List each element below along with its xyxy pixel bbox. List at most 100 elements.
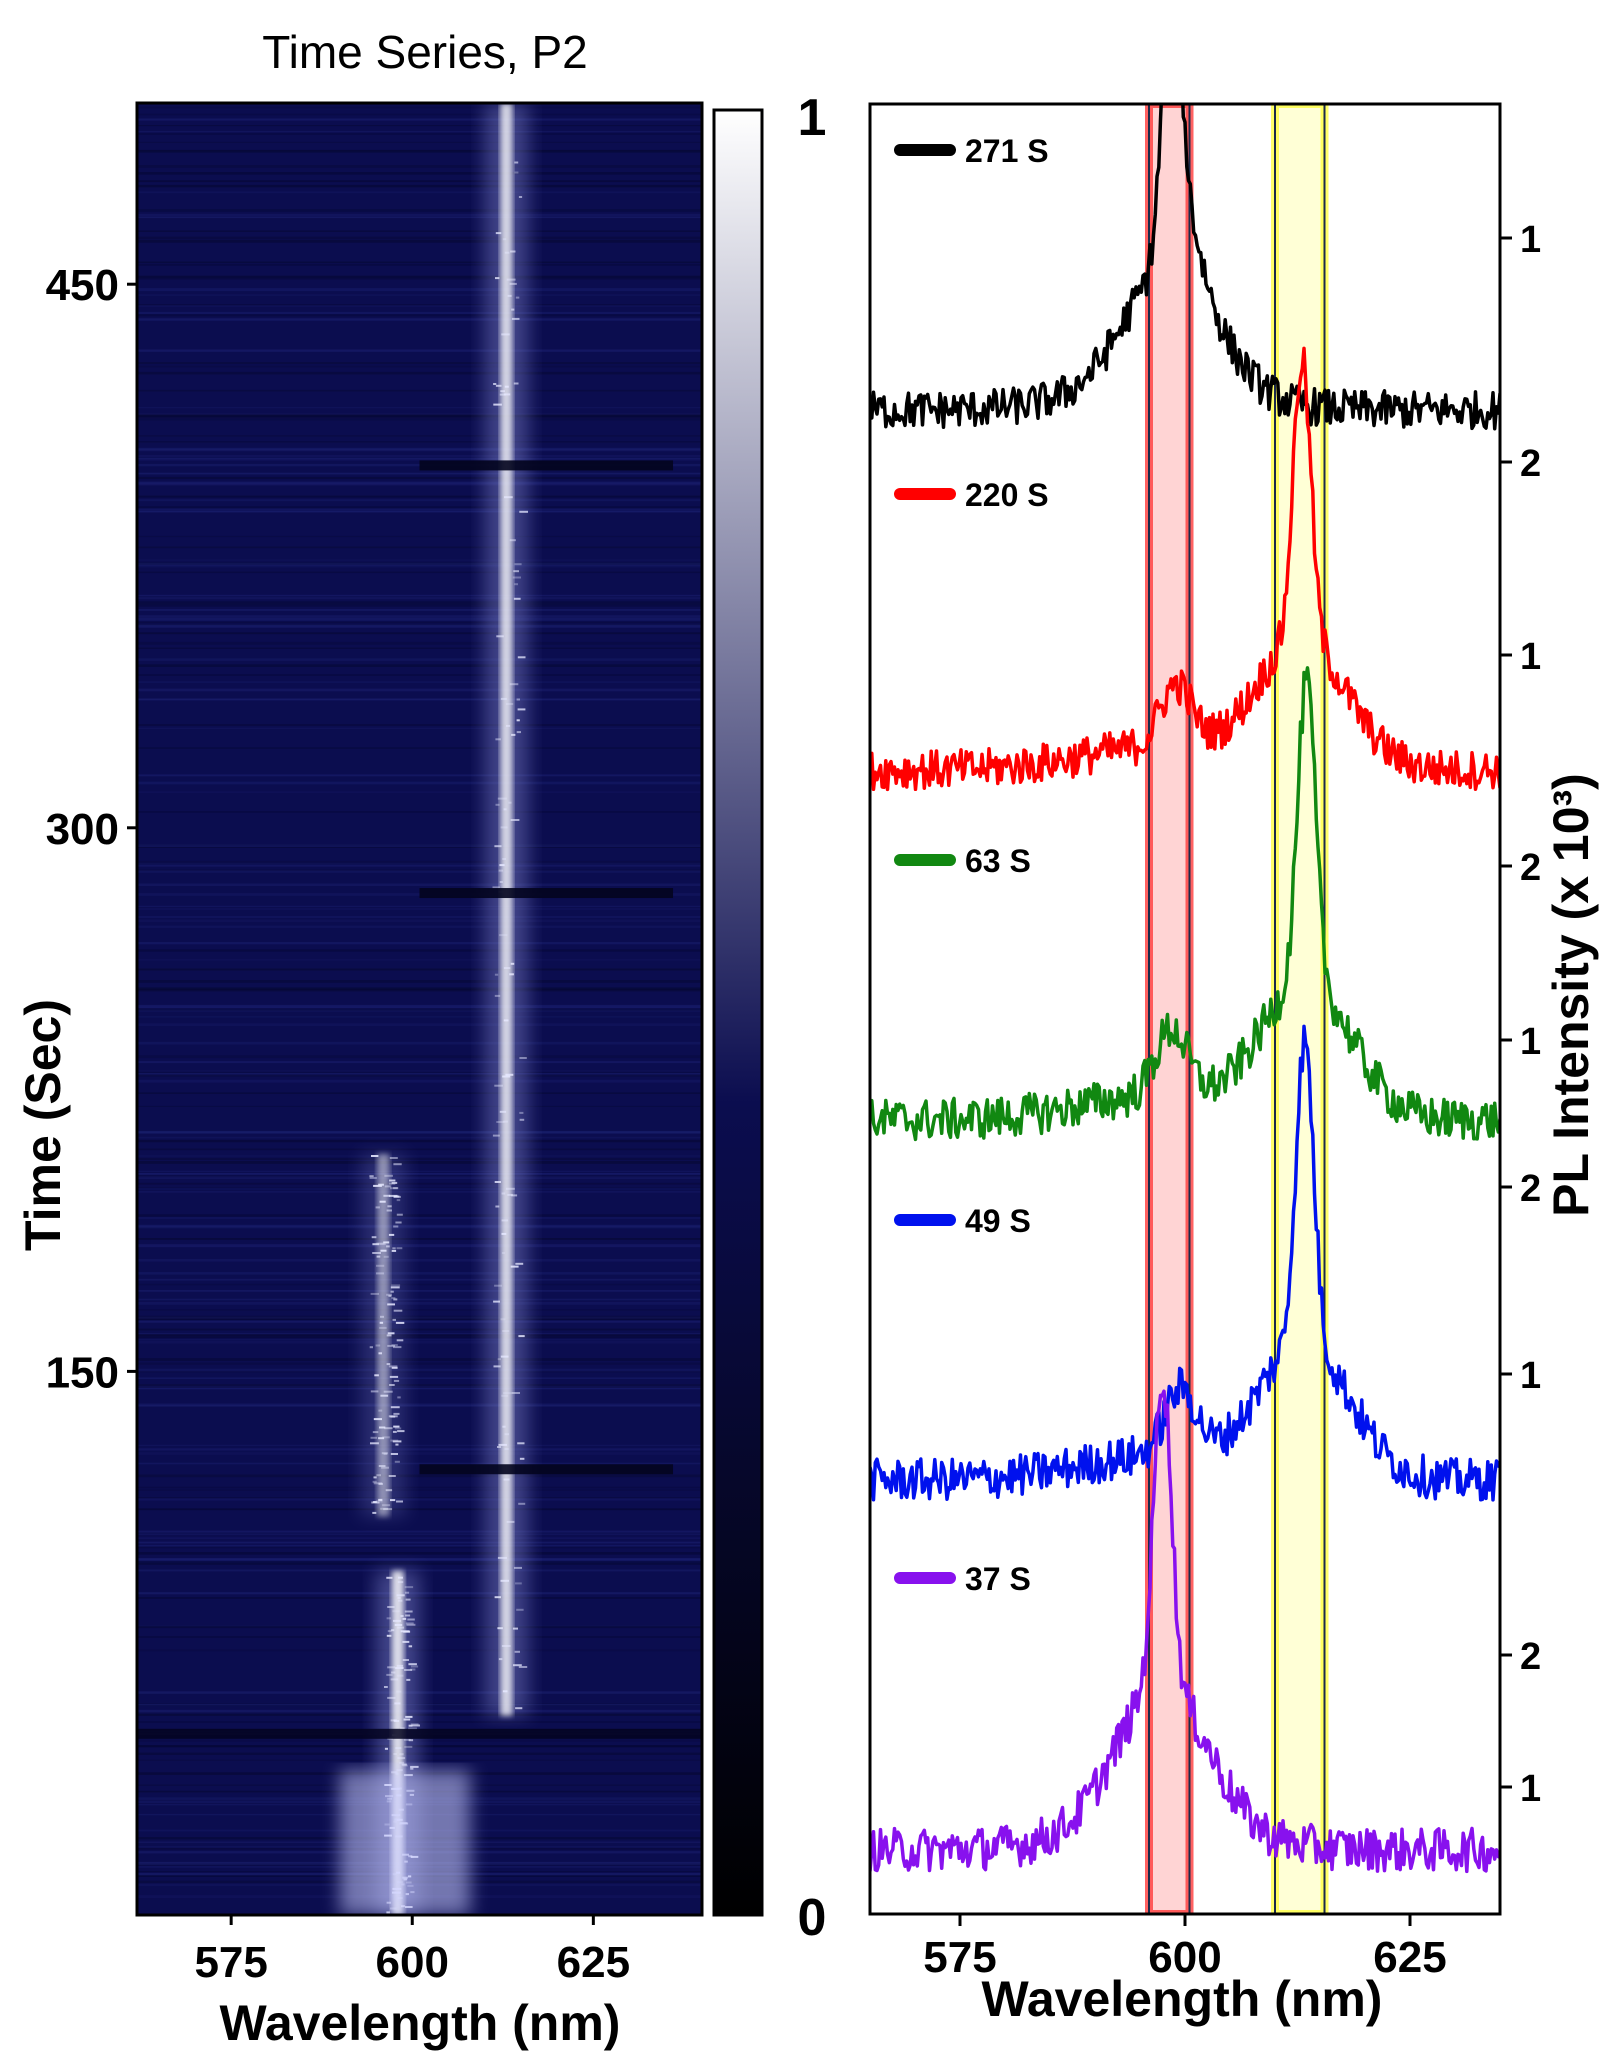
feature-speckle <box>407 1619 415 1621</box>
feature-speckle <box>496 385 502 387</box>
heatmap-noise-row <box>137 959 702 960</box>
feature-speckle <box>377 1256 381 1258</box>
feature-speckle <box>502 1252 505 1254</box>
feature-speckle <box>394 1702 400 1704</box>
heatmap-noise-row <box>137 415 702 417</box>
legend-label: 37 S <box>965 1561 1031 1597</box>
heatmap-noise-row <box>137 180 702 182</box>
heatmap-noise-row <box>137 288 702 291</box>
heatmap-noise-row <box>137 1137 702 1139</box>
heatmap-noise-row <box>137 496 702 498</box>
feature-speckle <box>517 1442 524 1444</box>
feature-speckle <box>510 539 516 541</box>
feature-speckle <box>380 1201 386 1203</box>
heatmap-noise-row <box>137 1339 702 1340</box>
heatmap-noise-row <box>137 214 702 216</box>
feature-speckle <box>389 1475 396 1477</box>
feature-speckle <box>386 1245 390 1247</box>
feature-speckle <box>504 1019 509 1021</box>
feature-speckle <box>387 1617 392 1619</box>
heatmap-noise-row <box>137 1321 702 1323</box>
right-tick-label: 1 <box>1520 219 1541 261</box>
heatmap-noise-row <box>137 477 702 479</box>
heatmap-x-tick-label: 575 <box>194 1938 267 1987</box>
feature-speckle <box>397 1199 401 1201</box>
heatmap-noise-row <box>137 114 702 116</box>
feature-speckle <box>386 1674 392 1676</box>
feature-speckle <box>395 1427 401 1429</box>
feature-speckle <box>391 1719 395 1721</box>
feature-speckle <box>397 1339 404 1341</box>
feature-speckle <box>387 1635 392 1637</box>
feature-speckle <box>505 1448 509 1450</box>
feature-speckle <box>397 1665 403 1667</box>
feature-speckle <box>503 238 506 240</box>
feature-speckle <box>372 1512 376 1514</box>
feature-speckle <box>499 934 507 936</box>
feature-speckle <box>404 1746 412 1748</box>
feature-speckle <box>504 967 510 969</box>
feature-speckle <box>395 1444 398 1446</box>
feature-speckle <box>514 383 519 385</box>
feature-speckle <box>392 1182 398 1184</box>
heatmap-noise-row <box>137 949 702 951</box>
heatmap-noise-row <box>137 1080 702 1083</box>
feature-speckle <box>380 1250 386 1252</box>
feature-speckle <box>405 1716 412 1718</box>
heatmap-noise-row <box>137 350 702 352</box>
heatmap-noise-row <box>137 1158 702 1160</box>
feature-speckle <box>376 1272 384 1274</box>
heatmap-noise-row <box>137 943 702 944</box>
heatmap-noise-row <box>137 861 702 864</box>
heatmap-noise-row <box>137 1337 702 1339</box>
heatmap-noise-row <box>137 1384 702 1386</box>
feature-speckle <box>501 333 509 335</box>
feature-speckle <box>507 1521 515 1523</box>
feature-speckle <box>519 1112 523 1114</box>
heatmap-noise-row <box>137 1309 702 1310</box>
heatmap-noise-row <box>137 1016 702 1018</box>
feature-speckle <box>374 1374 379 1376</box>
feature-speckle <box>398 1581 403 1583</box>
colorbar-gradient <box>714 110 762 1915</box>
heatmap-noise-row <box>137 1449 702 1452</box>
feature-speckle <box>383 1241 389 1243</box>
feature-speckle <box>495 1596 501 1598</box>
heatmap-noise-row <box>137 125 702 126</box>
feature-speckle <box>502 858 506 860</box>
feature-speckle <box>513 570 519 572</box>
heatmap-noise-row <box>137 547 702 549</box>
heatmap-noise-row <box>137 1497 702 1498</box>
feature-speckle <box>493 383 496 385</box>
feature-speckle <box>516 297 520 299</box>
heatmap-noise-row <box>137 1092 702 1094</box>
right-tick-label: 1 <box>1520 1355 1541 1397</box>
heatmap-noise-row <box>137 366 702 368</box>
heatmap-noise-row <box>137 1073 702 1074</box>
feature-speckle <box>511 1266 519 1268</box>
feature-speckle <box>398 1577 403 1579</box>
feature-speckle <box>393 1163 401 1165</box>
right-tick-label: 2 <box>1520 443 1541 485</box>
heatmap-noise-row <box>137 1055 702 1058</box>
heatmap-noise-row <box>137 632 702 634</box>
feature-speckle <box>511 309 514 311</box>
feature-speckle <box>410 1766 419 1768</box>
feature-speckle <box>387 1363 391 1365</box>
feature-speckle <box>511 819 520 821</box>
feature-speckle <box>506 725 510 727</box>
feature-speckle <box>493 1301 500 1303</box>
feature-speckle <box>384 1391 393 1393</box>
feature-speckle <box>518 708 526 710</box>
feature-speckle <box>393 1620 401 1622</box>
heatmap-noise-row <box>137 648 702 649</box>
feature-speckle <box>518 1503 525 1505</box>
feature-speckle <box>384 1256 389 1258</box>
feature-speckle <box>386 1294 392 1296</box>
feature-speckle <box>393 1319 397 1321</box>
feature-speckle <box>514 1567 522 1569</box>
feature-speckle <box>408 1663 417 1665</box>
right-tick-label: 2 <box>1520 1636 1541 1678</box>
heatmap-noise-row <box>137 372 702 375</box>
